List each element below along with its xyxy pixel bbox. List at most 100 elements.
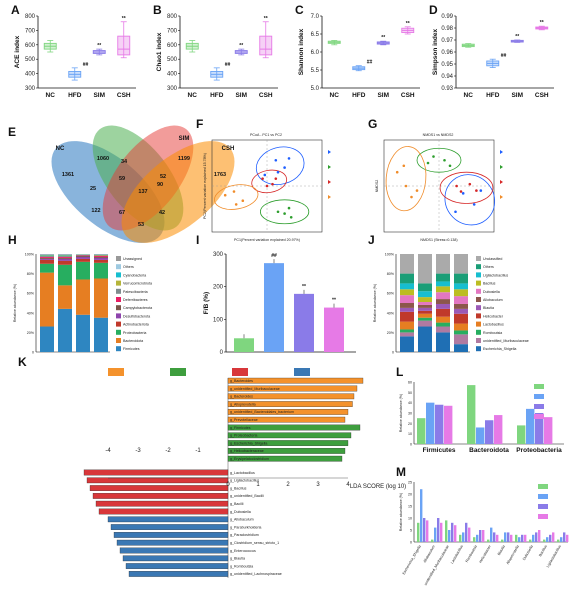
bar xyxy=(479,530,482,542)
bar xyxy=(454,525,457,542)
significance-mark: ** xyxy=(302,284,306,290)
bar xyxy=(417,522,420,542)
sample-point xyxy=(426,161,430,165)
legend-swatch xyxy=(116,346,121,352)
legend-swatch xyxy=(116,329,121,335)
bar xyxy=(552,532,555,542)
box xyxy=(259,35,273,56)
lda-bar xyxy=(227,448,346,454)
legend-swatch xyxy=(538,514,548,519)
bar xyxy=(437,518,440,542)
significance-mark: ## xyxy=(367,60,373,66)
legend-swatch xyxy=(294,368,310,376)
panel-letter-F: F xyxy=(196,117,203,131)
group-ellipse xyxy=(255,146,305,186)
y-tick-label: 300 xyxy=(25,86,36,92)
venn-count: 1060 xyxy=(97,156,109,162)
legend-label: Patescibacteria xyxy=(123,290,148,294)
sample-point xyxy=(283,166,286,169)
stack-segment xyxy=(94,262,108,279)
stack-segment xyxy=(454,313,468,324)
group-ellipse xyxy=(385,146,427,212)
venn-count: 53 xyxy=(138,222,144,228)
bar xyxy=(535,413,544,444)
x-tick-label: CSH xyxy=(117,92,131,99)
significance-mark: ** xyxy=(264,16,268,22)
stack-segment xyxy=(454,273,468,284)
bar xyxy=(538,530,541,542)
panel-letter-D: D xyxy=(429,3,438,17)
legend-swatch xyxy=(538,484,548,489)
lda-feature-label: g_Bacteroides xyxy=(230,379,253,383)
bar xyxy=(462,532,465,542)
stack-segment xyxy=(436,322,450,327)
venn-count: 52 xyxy=(160,174,166,180)
legend-swatch xyxy=(538,494,548,499)
group-ellipse xyxy=(251,169,288,194)
legend-swatch xyxy=(116,288,121,294)
bar xyxy=(417,418,426,444)
y-tick-label: 7.0 xyxy=(311,14,320,20)
bar xyxy=(493,532,496,542)
stack-segment xyxy=(400,336,414,352)
panel-letter-J: J xyxy=(368,233,375,247)
stack-segment xyxy=(454,283,468,290)
lda-bar xyxy=(86,477,229,484)
y-axis-label: PC2(Percent variation explained 15.78%) xyxy=(203,153,207,219)
y-tick-label: 0 xyxy=(392,351,394,355)
stack-segment xyxy=(58,257,72,259)
stack-segment xyxy=(454,289,468,297)
stack-segment xyxy=(40,259,54,264)
sample-point xyxy=(472,203,476,206)
y-tick-label: 700 xyxy=(167,28,178,34)
legend-label: Bacteroidota xyxy=(123,339,143,343)
y-tick-label: 5 xyxy=(410,529,412,533)
y-tick-label: 50 xyxy=(408,391,412,395)
legend-marker xyxy=(500,180,503,184)
x-tick-label: HFD xyxy=(210,92,224,99)
y-tick-label: 400 xyxy=(167,72,178,78)
legend-label: Blautia xyxy=(483,306,494,310)
bar xyxy=(459,534,462,542)
stack-segment xyxy=(400,295,414,303)
bar xyxy=(507,532,510,542)
stack-segment xyxy=(436,332,450,352)
lda-feature-label: g_unidentified_Bacilli xyxy=(230,494,264,498)
bar xyxy=(294,293,314,352)
sample-point xyxy=(274,158,278,162)
y-tick-label: 600 xyxy=(25,43,36,49)
y-tick-label: 6.5 xyxy=(311,32,320,38)
legend-label: Helicobacter xyxy=(483,314,504,318)
legend-swatch xyxy=(116,338,121,343)
y-tick-label: 0 xyxy=(32,351,34,355)
legend-swatch xyxy=(476,346,481,352)
y-tick-label: 40 xyxy=(408,401,412,405)
sample-point xyxy=(404,184,408,188)
lda-feature-label: g_Bacillus xyxy=(230,486,247,490)
lda-feature-label: g_Ligilactobacillus xyxy=(230,479,259,483)
legend-marker xyxy=(328,195,331,199)
bar xyxy=(518,537,521,542)
legend-swatch xyxy=(538,504,548,509)
y-tick-label: 20 xyxy=(408,422,412,426)
lda-bar xyxy=(83,469,229,476)
stack-segment xyxy=(400,254,414,274)
lda-bar xyxy=(227,377,364,384)
legend-swatch xyxy=(476,280,481,286)
y-tick-label: 0.98 xyxy=(441,26,453,32)
bar xyxy=(448,530,451,542)
venn-count: 34 xyxy=(121,159,128,165)
significance-mark: ## xyxy=(271,253,277,259)
bar xyxy=(535,532,538,542)
lda-feature-label: g_Paraclostridium xyxy=(230,533,259,537)
x-tick-label: Escherichia_Shigella xyxy=(402,545,422,576)
sample-point xyxy=(395,170,399,174)
lda-bar xyxy=(227,409,349,415)
y-tick-label: 500 xyxy=(25,57,36,63)
stack-segment xyxy=(436,308,450,317)
lda-feature-label: g_Helicobacteraceae xyxy=(230,449,264,453)
bar xyxy=(431,539,434,542)
lda-bar xyxy=(128,571,229,577)
bar xyxy=(496,534,499,542)
x-tick-label: -3 xyxy=(135,448,141,454)
